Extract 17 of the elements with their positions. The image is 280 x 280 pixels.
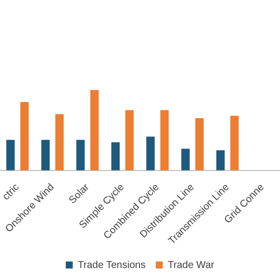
bar: [230, 116, 239, 170]
bar: [125, 110, 134, 170]
legend-label: Trade War: [168, 260, 215, 271]
bar: [76, 140, 85, 170]
bar: [195, 118, 204, 170]
bar: [6, 140, 15, 170]
bar: [41, 140, 50, 170]
x-tick-label: ctric: [0, 182, 22, 203]
bar: [216, 150, 225, 170]
legend-label: Trade Tensions: [78, 260, 146, 271]
bar: [55, 114, 64, 170]
bar: [181, 148, 190, 170]
bar: [160, 110, 169, 170]
bar: [111, 142, 120, 170]
bar: [90, 90, 99, 170]
bar: [146, 136, 155, 170]
bar: [20, 102, 29, 170]
